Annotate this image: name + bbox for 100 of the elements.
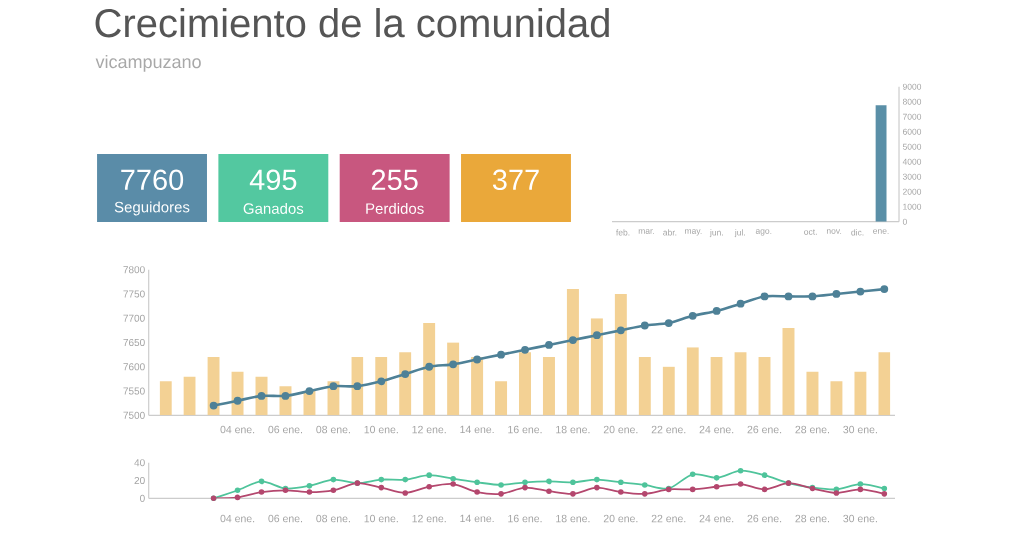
point xyxy=(664,319,673,327)
x-tick-label: ene. xyxy=(873,229,889,234)
x-tick-label: 18 ene. xyxy=(556,514,590,523)
point xyxy=(832,290,841,298)
y-tick-label: 7800 xyxy=(123,266,145,274)
x-tick-label: 06 ene. xyxy=(268,514,303,523)
point xyxy=(258,478,265,485)
point xyxy=(378,484,385,491)
x-tick-label: 24 ene. xyxy=(699,514,734,523)
point xyxy=(378,476,385,483)
point xyxy=(498,491,504,497)
point xyxy=(474,479,480,486)
point xyxy=(880,285,889,294)
point xyxy=(305,387,314,395)
point xyxy=(618,479,624,486)
y-tick-label: 8000 xyxy=(902,98,922,105)
y-tick-label: 3000 xyxy=(902,173,922,180)
x-tick-label: 12 ene. xyxy=(412,425,446,434)
y-tick-label: 7600 xyxy=(123,363,145,371)
point xyxy=(521,345,529,354)
point xyxy=(306,489,313,495)
text: vicampuzano xyxy=(95,54,201,72)
point xyxy=(569,336,577,344)
point xyxy=(616,326,625,335)
x-tick-label: 08 ene. xyxy=(316,514,350,523)
point xyxy=(306,483,313,489)
point xyxy=(233,396,242,405)
x-tick-label: 30 ene. xyxy=(843,425,877,434)
x-tick-label: may. xyxy=(685,229,702,236)
y-tick-label: 7000 xyxy=(902,113,922,120)
x-tick-label: 10 ene. xyxy=(364,514,398,523)
point xyxy=(618,489,624,495)
point xyxy=(473,355,481,364)
point xyxy=(833,490,840,496)
x-tick-label: 28 ene. xyxy=(795,514,829,523)
point xyxy=(402,476,409,483)
point xyxy=(474,489,480,495)
point xyxy=(641,491,648,497)
point xyxy=(784,292,793,301)
x-tick-label: 14 ene. xyxy=(460,425,494,434)
point xyxy=(737,481,744,487)
point xyxy=(353,382,362,391)
point xyxy=(258,489,265,495)
point xyxy=(329,382,338,391)
point xyxy=(330,487,337,494)
point xyxy=(257,391,266,400)
point xyxy=(594,476,600,483)
point xyxy=(522,479,528,486)
point xyxy=(713,475,720,481)
y-tick-label: 5000 xyxy=(902,143,922,150)
y-tick-label: 9000 xyxy=(902,83,922,90)
y-tick-label: 7500 xyxy=(123,411,145,419)
y-tick-label: 7550 xyxy=(123,387,145,395)
point xyxy=(426,472,432,478)
x-tick-label: 22 ene. xyxy=(651,514,686,523)
point xyxy=(881,485,888,492)
y-tick-label: 7750 xyxy=(123,290,145,298)
point xyxy=(736,299,745,308)
x-tick-label: 26 ene. xyxy=(747,514,782,523)
y-tick-label: 0 xyxy=(140,494,145,502)
point xyxy=(761,472,768,478)
point xyxy=(857,486,864,493)
x-tick-label: jun. xyxy=(709,229,723,238)
point xyxy=(377,377,386,386)
point xyxy=(546,478,552,485)
x-tick-label: 14 ene. xyxy=(460,514,494,523)
x-tick-label: 18 ene. xyxy=(556,425,590,434)
point xyxy=(641,482,648,488)
x-tick-label: 24 ene. xyxy=(699,425,734,434)
x-tick-label: 30 ene. xyxy=(843,514,877,523)
y-tick-label: 2000 xyxy=(902,188,922,195)
x-tick-label: 08 ene. xyxy=(316,425,350,434)
x-tick-label: 20 ene. xyxy=(603,425,638,434)
y-tick-label: 1000 xyxy=(903,203,922,210)
point xyxy=(234,487,241,494)
x-tick-label: 28 ene. xyxy=(795,425,829,434)
x-tick-label: 10 ene. xyxy=(364,425,398,434)
point xyxy=(234,494,241,501)
x-tick-label: ago. xyxy=(755,229,772,236)
category-label: Perdidos xyxy=(366,202,424,214)
data-label: 377 xyxy=(492,169,539,191)
point xyxy=(426,483,432,490)
point xyxy=(688,311,697,320)
point xyxy=(570,479,576,486)
x-tick-label: 20 ene. xyxy=(603,514,638,523)
point xyxy=(498,482,504,488)
point xyxy=(712,307,721,315)
point xyxy=(545,341,553,349)
point xyxy=(401,370,410,378)
point xyxy=(402,490,409,496)
y-tick-label: 40 xyxy=(134,459,145,467)
point xyxy=(522,484,528,491)
point xyxy=(737,467,744,474)
text: Crecimiento de la comunidad xyxy=(95,8,609,38)
category-label: Seguidores xyxy=(114,201,190,216)
y-tick-label: 7700 xyxy=(123,314,145,322)
data-label: 255 xyxy=(371,169,418,191)
point xyxy=(281,391,290,400)
point xyxy=(592,331,601,340)
point xyxy=(497,350,505,359)
